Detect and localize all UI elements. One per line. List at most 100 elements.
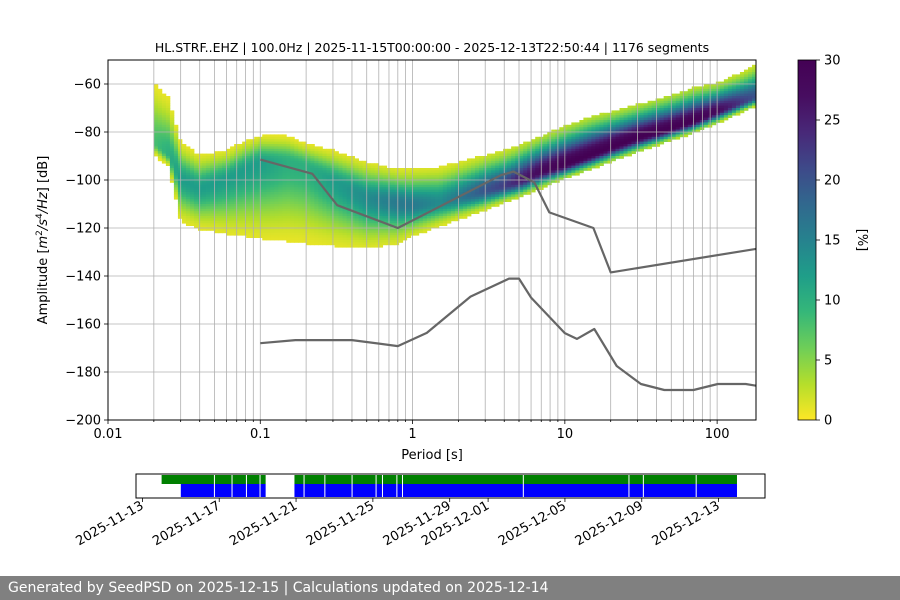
heatmap-cell <box>446 184 452 188</box>
heatmap-cell <box>290 230 295 234</box>
heatmap-cell <box>623 148 628 152</box>
heatmap-cell <box>402 228 408 231</box>
heatmap-cell <box>462 208 468 212</box>
heatmap-cell <box>354 170 359 174</box>
heatmap-cell <box>274 151 279 154</box>
heatmap-cell <box>202 216 207 219</box>
heatmap-cell <box>226 151 231 154</box>
heatmap-cell <box>567 127 572 130</box>
heatmap-cell <box>181 199 187 202</box>
heatmap-cell <box>366 163 372 166</box>
heatmap-cell <box>226 208 231 212</box>
heatmap-cell <box>527 187 532 190</box>
heatmap-cell <box>679 100 685 104</box>
heatmap-cell <box>310 228 315 231</box>
heatmap-cell <box>314 153 319 157</box>
heatmap-cell <box>165 134 171 138</box>
heatmap-cell <box>723 79 729 82</box>
heatmap-cell <box>715 86 721 90</box>
heatmap-cell <box>153 146 159 150</box>
heatmap-cell <box>418 201 424 205</box>
heatmap-cell <box>246 170 251 174</box>
heatmap-cell <box>346 240 351 243</box>
heatmap-cell <box>354 187 359 190</box>
heatmap-cell <box>426 204 432 207</box>
heatmap-cell <box>523 182 528 186</box>
heatmap-cell <box>374 225 380 229</box>
heatmap-cell <box>599 158 604 162</box>
heatmap-cell <box>262 153 267 157</box>
heatmap-cell <box>334 232 339 236</box>
heatmap-cell <box>266 134 271 138</box>
heatmap-cell <box>278 141 283 145</box>
heatmap-cell <box>222 187 227 190</box>
heatmap-cell <box>278 160 283 164</box>
heatmap-cell <box>418 206 424 210</box>
heatmap-cell <box>222 211 227 214</box>
heatmap-cell <box>230 160 235 164</box>
heatmap-cell <box>747 93 753 97</box>
heatmap-cell <box>458 213 464 217</box>
heatmap-cell <box>735 108 741 111</box>
heatmap-cell <box>659 100 665 104</box>
heatmap-cell <box>663 120 669 123</box>
heatmap-cell <box>322 240 327 243</box>
heatmap-cell <box>169 110 175 114</box>
heatmap-cell <box>743 69 749 73</box>
heatmap-cell <box>599 148 604 152</box>
heatmap-cell <box>470 189 476 193</box>
heatmap-cell <box>687 120 693 123</box>
heatmap-cell <box>270 163 275 166</box>
heatmap-cell <box>446 170 452 174</box>
heatmap-cell <box>495 168 500 171</box>
heatmap-cell <box>503 194 508 198</box>
heatmap-cell <box>579 120 584 123</box>
heatmap-cell <box>703 96 709 99</box>
heatmap-cell <box>695 98 701 102</box>
heatmap-cell <box>218 204 223 207</box>
heatmap-cell <box>161 108 167 111</box>
heatmap-cell <box>402 218 408 222</box>
heatmap-cell <box>731 108 737 111</box>
heatmap-cell <box>623 115 628 118</box>
heatmap-cell <box>559 141 564 145</box>
heatmap-cell <box>450 172 456 176</box>
heatmap-cell <box>454 206 460 210</box>
heatmap-cell <box>262 199 267 202</box>
heatmap-cell <box>198 175 203 178</box>
heatmap-cell <box>406 172 412 176</box>
heatmap-cell <box>246 220 251 224</box>
heatmap-cell <box>470 196 476 200</box>
heatmap-cell <box>547 141 552 145</box>
heatmap-cell <box>527 168 532 171</box>
heatmap-cell <box>274 211 279 214</box>
heatmap-cell <box>242 211 247 214</box>
heatmap-cell <box>274 192 279 195</box>
heatmap-cell <box>350 211 355 214</box>
heatmap-cell <box>382 213 388 217</box>
heatmap-cell <box>350 184 355 188</box>
heatmap-cell <box>246 156 251 159</box>
heatmap-cell <box>739 100 745 104</box>
heatmap-cell <box>591 139 596 142</box>
heatmap-cell <box>462 184 468 188</box>
heatmap-cell <box>262 225 267 229</box>
heatmap-cell <box>430 218 436 222</box>
heatmap-cell <box>547 165 552 169</box>
heatmap-cell <box>615 124 620 128</box>
heatmap-cell <box>442 199 448 202</box>
heatmap-cell <box>571 134 576 138</box>
heatmap-cell <box>242 177 247 181</box>
heatmap-cell <box>515 180 520 183</box>
heatmap-cell <box>615 117 620 121</box>
heatmap-cell <box>406 213 412 217</box>
heatmap-cell <box>218 211 223 214</box>
heatmap-cell <box>418 223 424 226</box>
heatmap-cell <box>310 151 315 154</box>
heatmap-cell <box>454 163 460 166</box>
heatmap-cell <box>398 213 404 217</box>
heatmap-cell <box>238 194 243 198</box>
heatmap-cell <box>294 196 299 200</box>
heatmap-cell <box>250 223 255 226</box>
heatmap-cell <box>659 136 665 140</box>
